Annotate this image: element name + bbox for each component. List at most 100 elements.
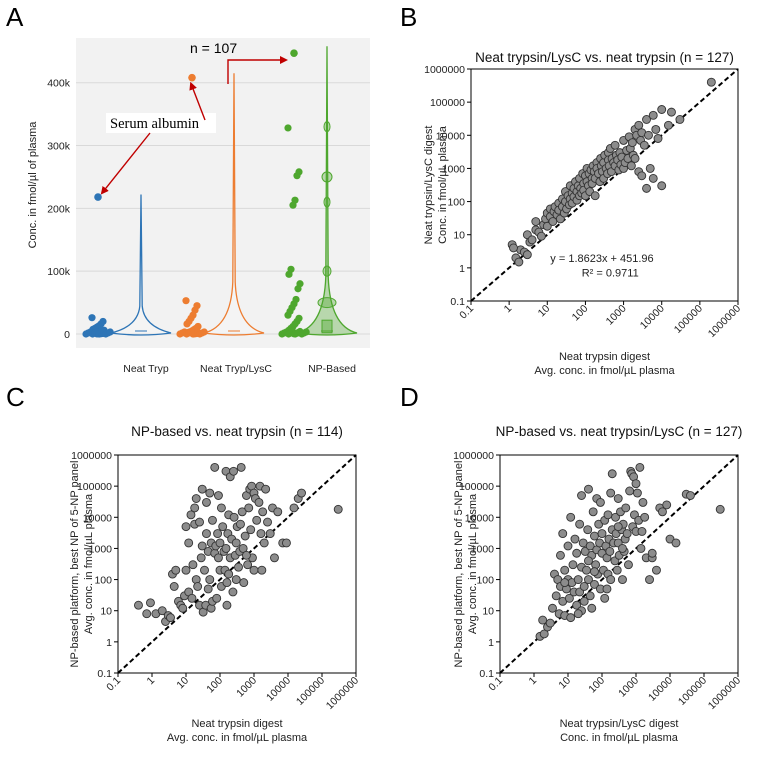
strip-point: [106, 328, 114, 336]
data-point: [243, 560, 253, 570]
panel-label-d: D: [400, 382, 419, 412]
data-point: [645, 163, 655, 173]
data-point: [597, 529, 607, 539]
y-tick-label: 0.1: [450, 296, 465, 308]
data-point: [333, 504, 343, 514]
data-point: [178, 603, 188, 613]
data-point: [644, 130, 653, 140]
data-point: [570, 534, 580, 544]
y-tick-label: 1000000: [424, 64, 465, 76]
data-point: [256, 529, 266, 539]
data-point: [638, 497, 648, 507]
data-point: [548, 603, 557, 613]
data-point: [240, 531, 250, 541]
data-point: [647, 548, 657, 558]
violin-2: [203, 73, 265, 336]
violin-bulge: [321, 171, 333, 183]
x-tick-label: 10000: [264, 675, 293, 704]
data-point: [234, 562, 243, 572]
arrow-albumin-3: [227, 56, 288, 84]
y-tick-label: 10: [482, 606, 494, 618]
data-point: [652, 565, 661, 575]
identity-line: [470, 68, 739, 302]
data-point: [181, 565, 191, 575]
max-point-3: [290, 49, 298, 57]
data-point: [662, 500, 672, 510]
arrow-albumin-1: [100, 132, 151, 195]
data-point: [538, 615, 548, 625]
data-point: [560, 578, 570, 588]
data-point: [224, 569, 234, 579]
data-point: [229, 466, 238, 476]
y-tick-label-a: 200k: [47, 203, 71, 215]
data-point: [563, 541, 573, 551]
data-point: [202, 529, 211, 539]
data-point: [289, 503, 299, 513]
y-tick-label: 1: [106, 637, 112, 649]
violin-bulge: [322, 265, 332, 277]
data-point: [626, 161, 636, 171]
data-point: [259, 538, 269, 548]
data-point: [205, 488, 215, 498]
data-point: [590, 567, 599, 577]
strip-point: [200, 328, 208, 336]
data-point: [203, 584, 213, 594]
data-point: [249, 565, 259, 575]
x-tick-label: 10: [536, 303, 553, 320]
x-tick-label: 10000: [638, 303, 667, 332]
panel-label-c: C: [6, 382, 25, 412]
box-np-based: [321, 319, 333, 334]
n-annotation: n = 107: [190, 40, 237, 56]
data-point: [236, 519, 245, 529]
y-axis-label: NP-based platform, best NP of 5-NP panel: [69, 461, 81, 668]
data-point: [637, 171, 647, 181]
x-tick-label: 1000: [604, 303, 629, 328]
y-axis-label-a: Conc. in fmol/µl of plasma: [27, 121, 39, 249]
data-point: [645, 575, 654, 585]
data-point: [585, 541, 595, 551]
data-point: [558, 529, 568, 539]
y-tick-label: 1000: [471, 543, 495, 555]
data-point: [208, 515, 217, 525]
panel-a: A 0 100k 200k 300k 400k Conc. in fmol/µl of …: [6, 2, 370, 375]
data-point: [202, 497, 211, 507]
data-point: [635, 462, 645, 472]
data-point: [228, 587, 238, 597]
strip-point: [284, 311, 292, 319]
data-point: [236, 462, 246, 472]
data-point: [297, 488, 306, 498]
plot-frame: [470, 68, 739, 302]
y-tick-label: 1: [459, 263, 465, 275]
data-point: [642, 115, 651, 124]
y-tick-label: 100: [447, 197, 465, 209]
data-point: [584, 484, 593, 494]
x-tick-label: 100000: [672, 303, 705, 336]
data-point: [587, 603, 597, 613]
data-point: [642, 183, 651, 193]
data-point: [624, 560, 633, 570]
data-point: [572, 600, 582, 610]
data-point: [281, 538, 291, 548]
data-point: [254, 497, 264, 507]
chart-title-d: NP-based vs. neat trypsin/LysC (n = 127): [496, 424, 743, 439]
data-point: [509, 243, 518, 253]
x-tick-label: 1000000: [706, 303, 744, 341]
data-point: [145, 598, 155, 608]
data-point: [560, 565, 570, 575]
data-point: [579, 596, 589, 606]
y-tick-label-a: 100k: [47, 266, 71, 278]
chart-title-c: NP-based vs. neat trypsin (n = 114): [131, 424, 343, 439]
x-axis-label: Avg. conc. in fmol/µL plasma: [534, 365, 675, 377]
data-point: [270, 553, 279, 563]
data-point: [686, 491, 695, 500]
data-point: [605, 546, 615, 556]
data-point: [273, 507, 283, 517]
data-point: [239, 578, 249, 588]
violin-3: [296, 46, 358, 336]
x-axis-label: Avg. conc. in fmol/µL plasma: [167, 732, 308, 744]
data-point: [222, 600, 232, 610]
data-point: [606, 488, 616, 498]
data-point: [171, 565, 181, 575]
data-point: [575, 519, 585, 529]
data-point: [583, 525, 593, 535]
